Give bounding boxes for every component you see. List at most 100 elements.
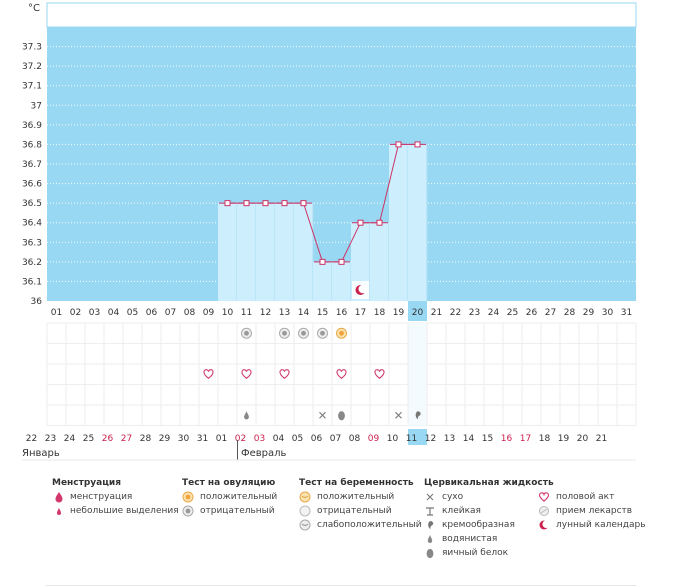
calendar-date-label: 28 xyxy=(140,434,152,444)
temperature-point xyxy=(262,200,269,207)
cycle-day-label: 18 xyxy=(374,308,386,318)
calendar-date-label: 14 xyxy=(463,434,475,444)
spotting-drop-icon xyxy=(52,505,66,517)
legend-item: отрицательный xyxy=(182,504,277,518)
ovulation-core xyxy=(282,330,287,336)
heart-icon xyxy=(241,369,252,379)
unit-label: °C xyxy=(28,3,40,14)
calendar-date-label: 25 xyxy=(83,434,94,444)
heart-icon xyxy=(336,369,347,379)
ovulation-negative-icon xyxy=(241,327,252,339)
calendar-date-label: 27 xyxy=(121,434,132,444)
cycle-day-label: 07 xyxy=(165,308,176,318)
temperature-bar xyxy=(389,144,408,301)
temperature-markers xyxy=(224,141,421,299)
legend-item: водянистая xyxy=(424,532,554,546)
legend-item: небольшие выделения xyxy=(52,504,179,518)
cycle-day-label: 27 xyxy=(545,308,556,318)
current-date-highlight xyxy=(408,429,427,445)
calendar-date-label: 09 xyxy=(368,434,380,444)
cycle-day-label: 22 xyxy=(450,308,461,318)
legend-item: положительный xyxy=(299,490,422,504)
calendar-date-label: 24 xyxy=(64,434,76,444)
y-tick-label: 36.2 xyxy=(22,258,42,268)
y-tick-label: 36.7 xyxy=(22,160,42,170)
calendar-date-label: 01 xyxy=(216,434,227,444)
ovulation-negative-icon xyxy=(317,327,328,339)
cycle-day-label: 15 xyxy=(317,308,328,318)
calendar-date-label: 12 xyxy=(425,434,436,444)
legend: Менструация менструация небольшие выделе… xyxy=(0,476,675,586)
month-label-february: Февраль xyxy=(241,448,287,459)
calendar-date-label: 16 xyxy=(501,434,513,444)
legend-menstruation: Менструация менструация небольшие выделе… xyxy=(52,476,179,518)
temperature-point xyxy=(243,200,250,207)
temperature-bar xyxy=(332,261,351,301)
cycle-day-label: 31 xyxy=(621,308,632,318)
calendar-date-label: 02 xyxy=(235,434,246,444)
calendar-date-label: 13 xyxy=(444,434,455,444)
cycle-day-label: 02 xyxy=(70,308,81,318)
calendar-date-label: 21 xyxy=(596,434,607,444)
legend-item: отрицательный xyxy=(299,504,422,518)
legend-other: половой акт прием лекарств лунный календ… xyxy=(538,476,646,532)
calendar-date-label: 05 xyxy=(292,434,303,444)
moon-icon xyxy=(538,519,552,531)
ovulation-core xyxy=(244,330,249,336)
heart-icon xyxy=(279,369,290,379)
y-tick-label: 36 xyxy=(31,297,43,307)
y-tick-label: 36.4 xyxy=(22,219,42,229)
creamy-icon xyxy=(415,411,421,420)
calendar-date-label: 19 xyxy=(558,434,570,444)
bottom-rule xyxy=(46,585,636,586)
y-tick-label: 37.1 xyxy=(22,82,42,92)
dry-cross-icon xyxy=(395,411,402,419)
temperature-bar xyxy=(275,203,294,301)
calendar-date-label: 06 xyxy=(311,434,323,444)
legend-item: сухо xyxy=(424,490,554,504)
y-tick-label: 37 xyxy=(31,101,42,111)
sticky-icon xyxy=(424,505,438,517)
cycle-day-label: 21 xyxy=(431,308,442,318)
temperature-bar xyxy=(237,203,256,301)
calendar-date-label: 23 xyxy=(45,434,56,444)
calendar-date-label: 30 xyxy=(178,434,190,444)
heart-icon xyxy=(538,491,552,503)
watery-drop-icon xyxy=(424,533,438,545)
calendar-date-label: 22 xyxy=(26,434,37,444)
legend-item: кремообразная xyxy=(424,518,554,532)
symbol-grid xyxy=(46,322,637,426)
ovulation-negative-icon xyxy=(298,327,309,339)
menstruation-drop-icon xyxy=(52,491,66,503)
moon-icon xyxy=(352,281,369,299)
y-tick-label: 36.3 xyxy=(22,238,42,248)
y-tick-label: 36.5 xyxy=(22,199,42,209)
calendar-date-label: 18 xyxy=(539,434,551,444)
pregnancy-weak-positive-icon xyxy=(299,519,313,531)
legend-item: лунный календарь xyxy=(538,518,646,532)
temperature-bar xyxy=(313,261,332,301)
temperature-bar xyxy=(294,203,313,301)
cycle-day-label: 17 xyxy=(355,308,366,318)
ovulation-core xyxy=(320,330,325,336)
cycle-day-label: 01 xyxy=(51,308,62,318)
legend-title: Цервикальная жидкость xyxy=(424,478,554,488)
legend-item: половой акт xyxy=(538,490,646,504)
calendar-date-label: 15 xyxy=(482,434,493,444)
calendar-date-label: 26 xyxy=(102,434,114,444)
y-axis-ticks: 36 36.1 36.2 36.3 36.4 36.5 36.6 36.7 36.8 36.9 37… xyxy=(22,43,42,307)
legend-item: яичный белок xyxy=(424,546,554,560)
legend-title: Тест на беременность xyxy=(299,478,414,488)
ovulation-core xyxy=(339,330,344,336)
egg-white-icon xyxy=(338,411,345,421)
temperature-point xyxy=(414,141,421,148)
calendar-date-label: 07 xyxy=(330,434,341,444)
cycle-day-label: 25 xyxy=(507,308,518,318)
legend-title: Менструация xyxy=(52,478,121,488)
calendar-date-label: 10 xyxy=(387,434,399,444)
y-tick-label: 37.2 xyxy=(22,62,42,72)
temperature-bar xyxy=(256,203,275,301)
current-day-highlight xyxy=(408,301,427,321)
cycle-day-label: 28 xyxy=(564,308,576,318)
